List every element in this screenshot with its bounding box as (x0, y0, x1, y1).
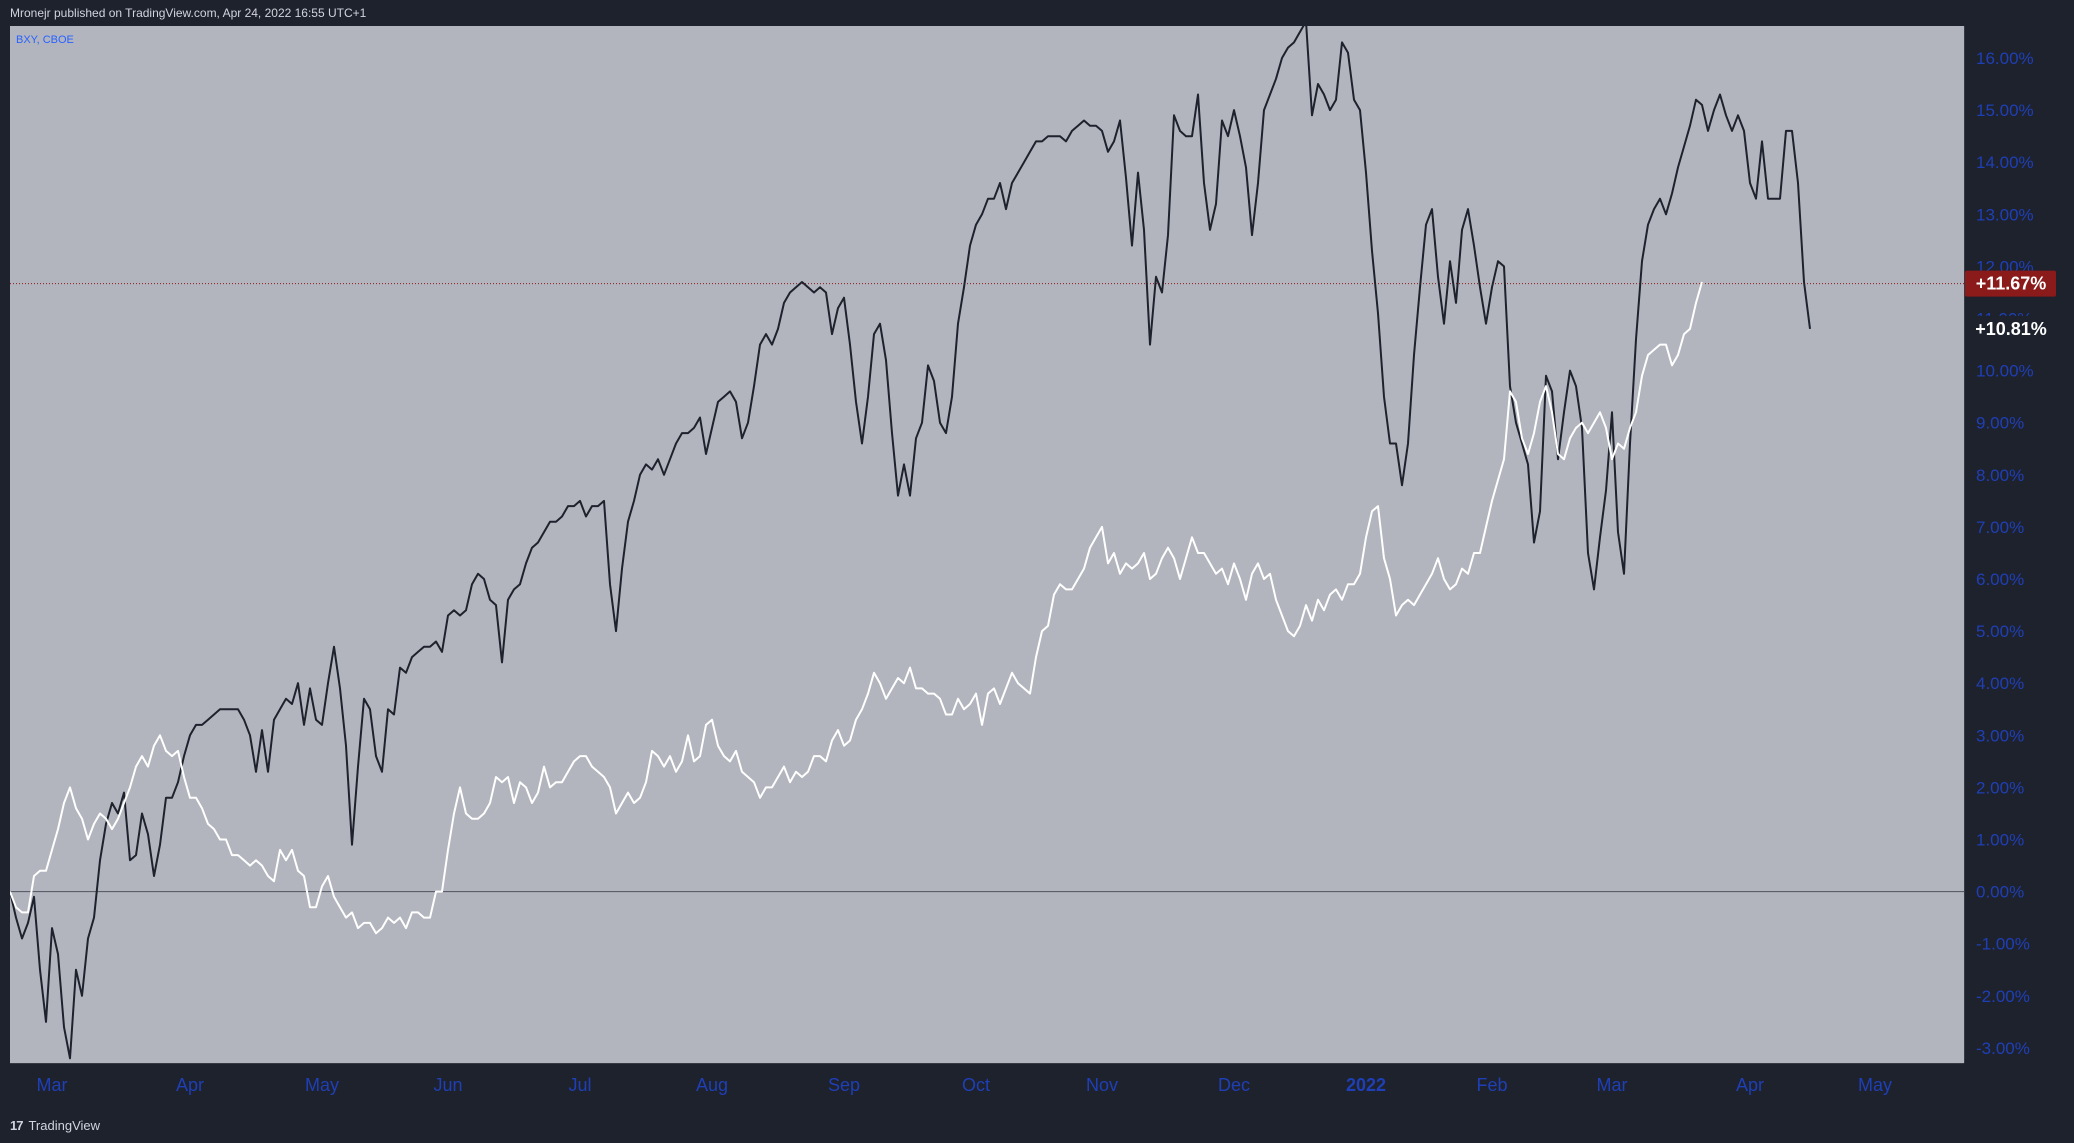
y-tick-label: 3.00% (1976, 726, 2024, 745)
price-scale[interactable] (1964, 26, 2074, 1063)
x-tick-label: May (1858, 1075, 1892, 1095)
x-tick-label: Mar (37, 1075, 68, 1095)
y-tick-label: 0.00% (1976, 883, 2024, 902)
y-tick-label: 1.00% (1976, 831, 2024, 850)
last-value-label: +10.81% (1975, 319, 2047, 339)
y-tick-label: 10.00% (1976, 362, 2034, 381)
last-value-badge (1965, 270, 2056, 297)
x-tick-label: Mar (1597, 1075, 1628, 1095)
x-tick-label: May (305, 1075, 339, 1095)
last-value-badge (1965, 315, 2056, 342)
x-tick-label: 2022 (1346, 1075, 1386, 1095)
x-tick-label: Apr (1736, 1075, 1764, 1095)
publisher-header: Mronejr published on TradingView.com, Ap… (0, 0, 2074, 26)
footer: 17 TradingView (0, 1107, 2074, 1143)
x-tick-label: Jun (433, 1075, 462, 1095)
footer-brand[interactable]: TradingView (28, 1117, 101, 1133)
y-tick-label: 9.00% (1976, 414, 2024, 433)
x-tick-label: Dec (1218, 1075, 1250, 1095)
time-scale[interactable] (10, 1063, 1964, 1107)
y-tick-label: 7.00% (1976, 518, 2024, 537)
series-line-2 (10, 281, 1703, 935)
y-tick-label: 13.00% (1976, 205, 2034, 224)
published-text: Mronejr published on TradingView.com, Ap… (10, 6, 367, 20)
y-tick-label: 6.00% (1976, 570, 2024, 589)
y-tick-label: 14.00% (1976, 153, 2034, 172)
x-tick-label: Aug (696, 1075, 728, 1095)
x-tick-label: Oct (962, 1075, 990, 1095)
y-tick-label: 15.00% (1976, 101, 2034, 120)
symbol-label[interactable]: BXY, CBOE (16, 34, 74, 46)
y-tick-label: 8.00% (1976, 466, 2024, 485)
y-tick-label: 16.00% (1976, 49, 2034, 68)
x-tick-label: Sep (828, 1075, 860, 1095)
y-tick-label: 4.00% (1976, 674, 2024, 693)
last-value-label: +11.67% (1976, 274, 2047, 294)
x-tick-label: Feb (1476, 1075, 1507, 1095)
y-tick-label: 5.00% (1976, 622, 2024, 641)
tradingview-logo-icon[interactable]: 17 (10, 1117, 24, 1133)
y-tick-label: -3.00% (1976, 1039, 2030, 1058)
x-tick-label: Jul (568, 1075, 591, 1095)
x-tick-label: Nov (1086, 1075, 1118, 1095)
x-tick-label: Apr (176, 1075, 204, 1095)
series-line-1 (10, 26, 1811, 1060)
y-tick-label: -1.00% (1976, 935, 2030, 954)
y-tick-label: 2.00% (1976, 778, 2024, 797)
y-tick-label: -2.00% (1976, 987, 2030, 1006)
